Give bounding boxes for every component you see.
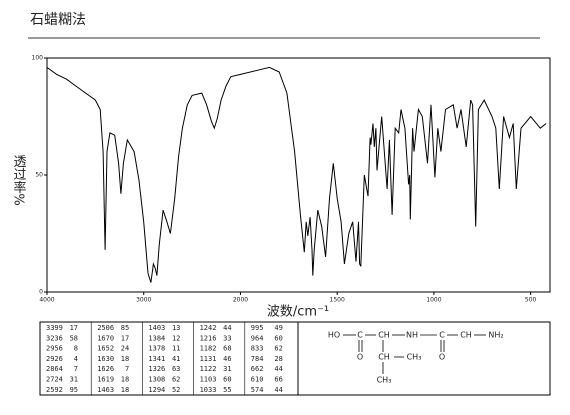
peak-wavenumber: 1242 [200, 324, 217, 332]
structure-atom: HO [328, 331, 340, 340]
peak-wavenumber: 1326 [148, 365, 165, 373]
peak-wavenumber: 2956 [46, 345, 63, 353]
peak-wavenumber: 2724 [46, 376, 63, 384]
peak-wavenumber: 1131 [200, 355, 217, 363]
peak-wavenumber: 1626 [97, 365, 114, 373]
structure-atom: O [357, 353, 363, 362]
peak-wavenumber: 610 [251, 376, 264, 384]
peak-wavenumber: 3399 [46, 324, 63, 332]
peak-transmittance: 52 [172, 386, 180, 394]
peak-transmittance: 18 [121, 355, 129, 363]
structure-atom: NH [406, 331, 418, 340]
peak-transmittance: 8 [74, 345, 78, 353]
peak-wavenumber: 1341 [148, 355, 165, 363]
table-frame [39, 321, 551, 396]
peak-wavenumber: 1122 [200, 365, 217, 373]
peak-transmittance: 41 [172, 355, 180, 363]
peak-wavenumber: 1463 [97, 386, 114, 394]
peak-transmittance: 4 [74, 355, 78, 363]
structure-atom: CH [378, 353, 390, 362]
peak-transmittance: 44 [223, 324, 231, 332]
peak-transmittance: 49 [274, 324, 282, 332]
peak-transmittance: 7 [74, 365, 78, 373]
peak-transmittance: 12 [172, 334, 180, 342]
peak-transmittance: 31 [70, 376, 78, 384]
peak-wavenumber: 1182 [200, 345, 217, 353]
peak-transmittance: 44 [274, 386, 282, 394]
y-tick-label: 0 [39, 289, 43, 296]
peak-wavenumber: 1033 [200, 386, 217, 394]
x-axis-label: 波数/cm⁻¹ [267, 305, 329, 320]
peak-transmittance: 18 [121, 376, 129, 384]
x-tick-label: 2000 [233, 297, 248, 304]
peak-wavenumber: 784 [251, 355, 264, 363]
peak-transmittance: 55 [223, 386, 231, 394]
structure-atom: C [439, 331, 445, 340]
peak-wavenumber: 1378 [148, 345, 165, 353]
x-tick-label: 4000 [39, 297, 54, 304]
peak-transmittance: 60 [274, 334, 282, 342]
peak-transmittance: 60 [223, 376, 231, 384]
structure-atom: CH [460, 331, 472, 340]
x-tick-label: 3000 [136, 297, 151, 304]
peak-wavenumber: 1652 [97, 345, 114, 353]
peak-transmittance: 63 [172, 365, 180, 373]
peak-wavenumber: 1216 [200, 334, 217, 342]
peak-transmittance: 31 [223, 365, 231, 373]
peak-transmittance: 17 [121, 334, 129, 342]
peak-transmittance: 62 [274, 345, 282, 353]
peak-transmittance: 58 [70, 334, 78, 342]
x-tick-label: 1000 [426, 297, 441, 304]
peak-transmittance: 68 [223, 345, 231, 353]
peak-wavenumber: 1103 [200, 376, 217, 384]
peak-wavenumber: 833 [251, 345, 264, 353]
peak-transmittance: 11 [172, 345, 180, 353]
spectrum-line [46, 66, 547, 283]
peak-wavenumber: 662 [251, 365, 264, 373]
peak-transmittance: 24 [121, 345, 129, 353]
x-tick-label: 500 [525, 297, 537, 304]
peak-wavenumber: 3236 [46, 334, 63, 342]
peak-wavenumber: 574 [251, 386, 264, 394]
peak-wavenumber: 1294 [148, 386, 165, 394]
peak-transmittance: 85 [121, 324, 129, 332]
structure-atom: CH₃ [377, 376, 392, 385]
structure-atom: CH [378, 331, 390, 340]
structure-atom: C [357, 331, 363, 340]
peak-transmittance: 13 [172, 324, 180, 332]
peak-transmittance: 95 [70, 386, 78, 394]
peak-wavenumber: 1630 [97, 355, 114, 363]
structure-atom: CH₃ [407, 353, 422, 362]
y-axis-label: 透过率% [11, 154, 27, 205]
structure-bonds [343, 334, 486, 374]
peak-wavenumber: 1403 [148, 324, 165, 332]
peak-wavenumber: 964 [251, 334, 264, 342]
peak-transmittance: 46 [223, 355, 231, 363]
peak-transmittance: 62 [172, 376, 180, 384]
peak-wavenumber: 1308 [148, 376, 165, 384]
peak-transmittance: 33 [223, 334, 231, 342]
peak-wavenumber: 995 [251, 324, 264, 332]
y-tick-label: 100 [32, 55, 44, 62]
peak-transmittance: 7 [125, 365, 129, 373]
structure-atom: NH₂ [488, 331, 503, 340]
peak-wavenumber: 2506 [97, 324, 114, 332]
peak-wavenumber: 1670 [97, 334, 114, 342]
peak-transmittance: 18 [121, 386, 129, 394]
peak-wavenumber: 2926 [46, 355, 63, 363]
peak-transmittance: 17 [70, 324, 78, 332]
y-tick-label: 50 [35, 172, 43, 179]
peak-transmittance: 28 [274, 355, 282, 363]
peak-wavenumber: 2592 [46, 386, 63, 394]
title: 石蜡糊法 [30, 12, 86, 28]
peak-transmittance: 44 [274, 365, 282, 373]
peak-wavenumber: 2864 [46, 365, 63, 373]
structure-atom: O [439, 353, 445, 362]
peak-wavenumber: 1619 [97, 376, 114, 384]
x-tick-label: 1500 [330, 297, 345, 304]
peak-wavenumber: 1384 [148, 334, 165, 342]
peak-transmittance: 66 [274, 376, 282, 384]
